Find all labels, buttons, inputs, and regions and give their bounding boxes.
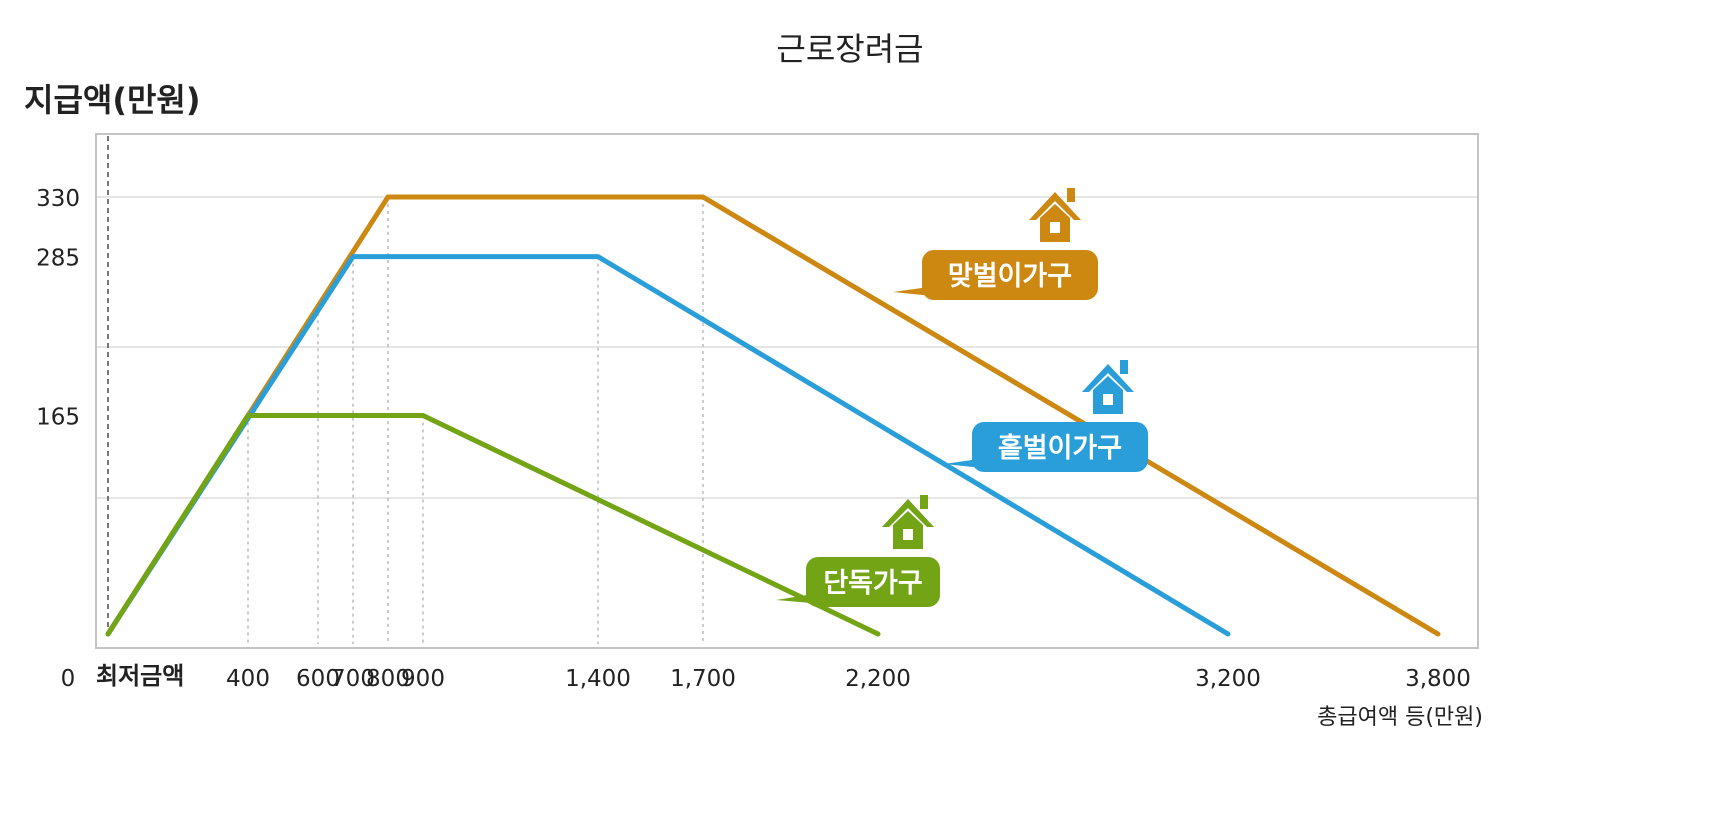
y-tick-label: 330 [36, 186, 80, 212]
x-tick-label: 0 [61, 666, 76, 692]
x-tick-label: 3,200 [1195, 666, 1261, 692]
series-label-2: 홑벌이가구 [944, 360, 1148, 472]
house-icon [1029, 188, 1081, 242]
label-bubble [922, 250, 1098, 300]
y-axis-title: 지급액(만원) [24, 81, 200, 119]
label-bubble [972, 422, 1148, 472]
y-tick-label: 165 [36, 405, 80, 431]
x-tick-label: 600 [296, 666, 340, 692]
grid-lines [96, 196, 1478, 499]
house-icon [1082, 360, 1134, 414]
series-lines [105, 194, 1441, 637]
series-name: 단독가구 [823, 568, 922, 599]
house-icon [882, 495, 934, 549]
x-tick-label: 800 [366, 666, 410, 692]
x-tick-label: 400 [226, 666, 270, 692]
page-title: 근로장려금 [776, 30, 924, 68]
x-tick-label: 2,200 [845, 666, 911, 692]
x-tick-label: 1,700 [670, 666, 736, 692]
series-label-1: 맞벌이가구 [893, 188, 1098, 300]
x-axis-title: 총급여액 등(만원) [1317, 705, 1483, 730]
guide-lines [107, 136, 704, 644]
x-tick-label: 1,400 [565, 666, 631, 692]
series-label-3: 단독가구 [776, 495, 940, 607]
plot-frame [95, 133, 1479, 649]
series-line-3 [105, 413, 881, 637]
y-tick-label: 285 [36, 246, 80, 272]
x-tick-label: 3,800 [1405, 666, 1471, 692]
label-bubble [806, 557, 940, 607]
series-name: 홑벌이가구 [998, 433, 1122, 464]
x-min-label: 최저금액 [96, 662, 184, 690]
series-name: 맞벌이가구 [948, 261, 1072, 292]
x-tick-label: 900 [401, 666, 445, 692]
x-tick-label: 700 [331, 666, 375, 692]
